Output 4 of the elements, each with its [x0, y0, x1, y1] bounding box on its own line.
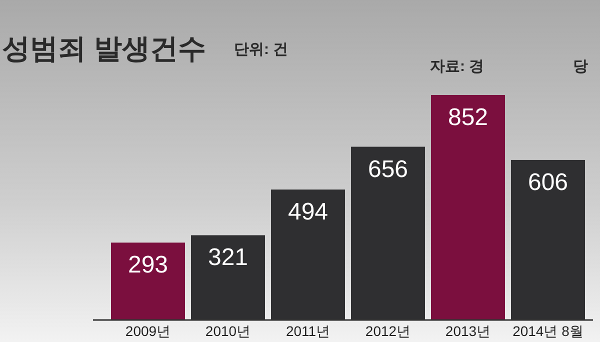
annotation: 자료: 경 [430, 58, 484, 75]
title: 성범죄 발생건수 [2, 33, 206, 64]
subtitle: 단위: 건 [234, 41, 288, 58]
annotation: 당 [573, 58, 588, 75]
